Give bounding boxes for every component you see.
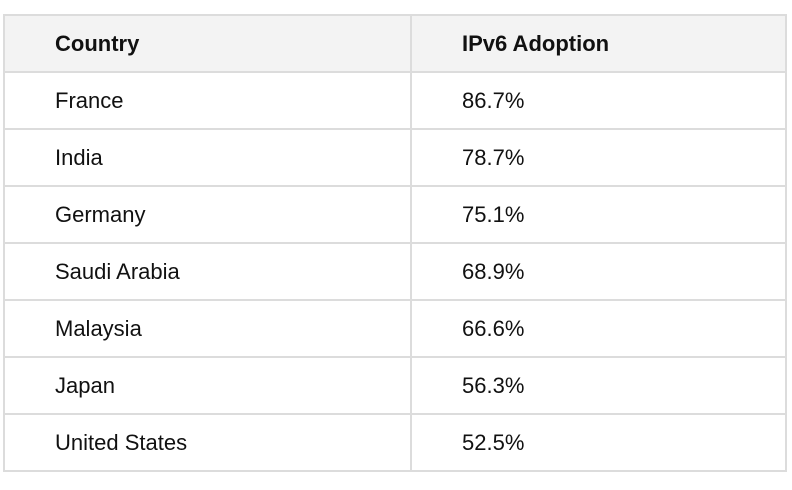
country-cell: France (3, 71, 412, 130)
adoption-cell: 66.6% (410, 299, 787, 358)
country-cell: India (3, 128, 412, 187)
country-cell: United States (3, 413, 412, 472)
table-row: United States 52.5% (3, 413, 787, 472)
header-cell: Country (3, 14, 412, 73)
table-row: Germany 75.1% (3, 185, 787, 244)
country-cell: Saudi Arabia (3, 242, 412, 301)
adoption-cell: 52.5% (410, 413, 787, 472)
country-cell: Malaysia (3, 299, 412, 358)
data-table: Country IPv6 Adoption France 86.7% India 78.… (3, 14, 787, 472)
adoption-cell: 75.1% (410, 185, 787, 244)
table-header: Country IPv6 Adoption (3, 14, 787, 73)
header-row: Country IPv6 Adoption (3, 14, 787, 73)
table-row: Malaysia 66.6% (3, 299, 787, 358)
country-cell: Germany (3, 185, 412, 244)
adoption-cell: 86.7% (410, 71, 787, 130)
adoption-cell: 56.3% (410, 356, 787, 415)
table-row: France 86.7% (3, 71, 787, 130)
country-cell: Japan (3, 356, 412, 415)
table-row: Saudi Arabia 68.9% (3, 242, 787, 301)
table-row: Japan 56.3% (3, 356, 787, 415)
table-body: France 86.7% India 78.7% Germany 75.1% Saudi A… (3, 71, 787, 472)
header-cell: IPv6 Adoption (410, 14, 787, 73)
adoption-cell: 78.7% (410, 128, 787, 187)
table-row: India 78.7% (3, 128, 787, 187)
adoption-cell: 68.9% (410, 242, 787, 301)
